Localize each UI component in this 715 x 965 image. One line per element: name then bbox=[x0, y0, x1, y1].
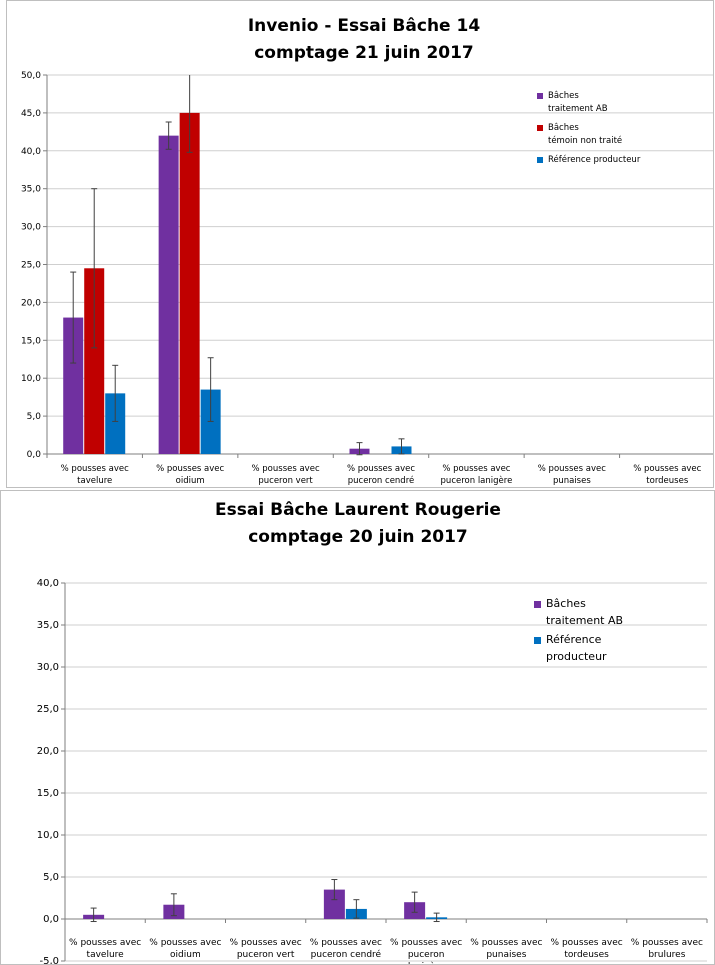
x-category-label: tavelure bbox=[77, 476, 112, 486]
y-tick-label: 15,0 bbox=[21, 336, 41, 346]
y-tick-label: 0,0 bbox=[43, 914, 59, 925]
y-tick-label: 50,0 bbox=[21, 71, 41, 81]
x-category-label: % pousses avec bbox=[347, 464, 415, 474]
bar-3 bbox=[105, 393, 126, 454]
chart-panel-invenio: Invenio - Essai Bâche 14 comptage 21 juin… bbox=[6, 0, 714, 488]
legend-swatch bbox=[534, 601, 541, 608]
chart-subtitle: comptage 21 juin 2017 bbox=[254, 43, 474, 63]
legend-entry: Référence bbox=[546, 633, 602, 646]
x-category-label: puceron bbox=[408, 950, 445, 960]
y-tick-label: 15,0 bbox=[37, 788, 59, 799]
legend-swatch bbox=[537, 157, 543, 163]
x-category-label: % pousses avec bbox=[390, 938, 462, 948]
chart-subtitle: comptage 20 juin 2017 bbox=[248, 527, 468, 547]
bar-2 bbox=[84, 268, 105, 454]
y-tick-label: 40,0 bbox=[21, 147, 41, 157]
legend-entry: traitement AB bbox=[548, 104, 608, 114]
x-category-label: % pousses avec bbox=[538, 464, 606, 474]
legend-swatch bbox=[534, 637, 541, 644]
chart-title: Invenio - Essai Bâche 14 bbox=[248, 16, 480, 36]
legend-swatch bbox=[537, 125, 543, 131]
x-category-label: punaises bbox=[486, 950, 526, 960]
x-category-label: oidium bbox=[176, 476, 205, 486]
x-category-label: % pousses avec bbox=[631, 938, 703, 948]
x-category-label: oidium bbox=[170, 950, 201, 960]
y-tick-label: 35,0 bbox=[37, 620, 59, 631]
x-category-label: puceron vert bbox=[258, 476, 313, 486]
x-category-label: lanigère bbox=[408, 961, 445, 965]
x-category-label: % pousses avec bbox=[252, 464, 320, 474]
y-tick-label: 10,0 bbox=[37, 830, 59, 841]
x-category-label: % pousses avec bbox=[61, 464, 129, 474]
x-category-label: puceron cendré bbox=[348, 475, 415, 486]
y-tick-label: -5,0 bbox=[39, 956, 59, 965]
y-tick-label: 40,0 bbox=[37, 578, 59, 589]
bar-1 bbox=[63, 317, 84, 454]
y-tick-label: 35,0 bbox=[21, 185, 41, 195]
x-category-label: tordeuses bbox=[646, 476, 689, 486]
x-category-label: % pousses avec bbox=[310, 938, 382, 948]
x-category-label: punaises bbox=[553, 476, 591, 486]
x-category-label: % pousses avec bbox=[442, 464, 510, 474]
bar-1 bbox=[158, 135, 179, 454]
y-tick-label: 30,0 bbox=[37, 662, 59, 673]
y-tick-label: 30,0 bbox=[21, 223, 41, 233]
y-tick-label: 20,0 bbox=[21, 298, 41, 308]
chart-title: Essai Bâche Laurent Rougerie bbox=[215, 500, 501, 520]
x-category-label: % pousses avec bbox=[633, 464, 701, 474]
x-category-label: % pousses avec bbox=[149, 938, 221, 948]
legend-swatch bbox=[537, 93, 543, 99]
legend-entry: producteur bbox=[546, 650, 607, 663]
legend-entry: Bâches bbox=[546, 597, 586, 610]
y-tick-label: 25,0 bbox=[37, 704, 59, 715]
x-category-label: % pousses avec bbox=[470, 938, 542, 948]
y-tick-label: 20,0 bbox=[37, 746, 59, 757]
legend-entry: Référence producteur bbox=[548, 154, 641, 165]
x-category-label: puceron lanigère bbox=[441, 475, 513, 486]
y-tick-label: 10,0 bbox=[21, 374, 41, 384]
x-category-label: puceron vert bbox=[237, 950, 295, 960]
legend-entry: traitement AB bbox=[546, 614, 623, 627]
x-category-label: % pousses avec bbox=[69, 938, 141, 948]
chart-panel-laurent-rougerie: Essai Bâche Laurent Rougerie comptage 20 … bbox=[0, 490, 715, 965]
x-category-label: % pousses avec bbox=[230, 938, 302, 948]
legend-entry: Bâches bbox=[548, 91, 579, 101]
y-tick-label: 45,0 bbox=[21, 109, 41, 119]
x-category-label: brulures bbox=[648, 950, 685, 960]
bar-2 bbox=[179, 112, 200, 455]
y-tick-label: 5,0 bbox=[43, 872, 59, 883]
y-tick-label: 25,0 bbox=[21, 261, 41, 271]
y-tick-label: 0,0 bbox=[27, 450, 42, 460]
legend-entry: témoin non traité bbox=[548, 135, 622, 146]
chart-laurent-rougerie: Essai Bâche Laurent Rougerie comptage 20 … bbox=[37, 500, 708, 965]
x-category-label: % pousses avec bbox=[156, 464, 224, 474]
x-category-label: % pousses avec bbox=[551, 938, 623, 948]
x-category-label: tordeuses bbox=[564, 950, 609, 960]
legend-entry: Bâches bbox=[548, 123, 579, 133]
bar-1 bbox=[323, 889, 345, 919]
chart-invenio: Invenio - Essai Bâche 14 comptage 21 juin… bbox=[21, 16, 713, 486]
x-category-label: puceron cendré bbox=[311, 949, 382, 960]
x-category-label: tavelure bbox=[87, 950, 125, 960]
y-tick-label: 5,0 bbox=[27, 412, 42, 422]
